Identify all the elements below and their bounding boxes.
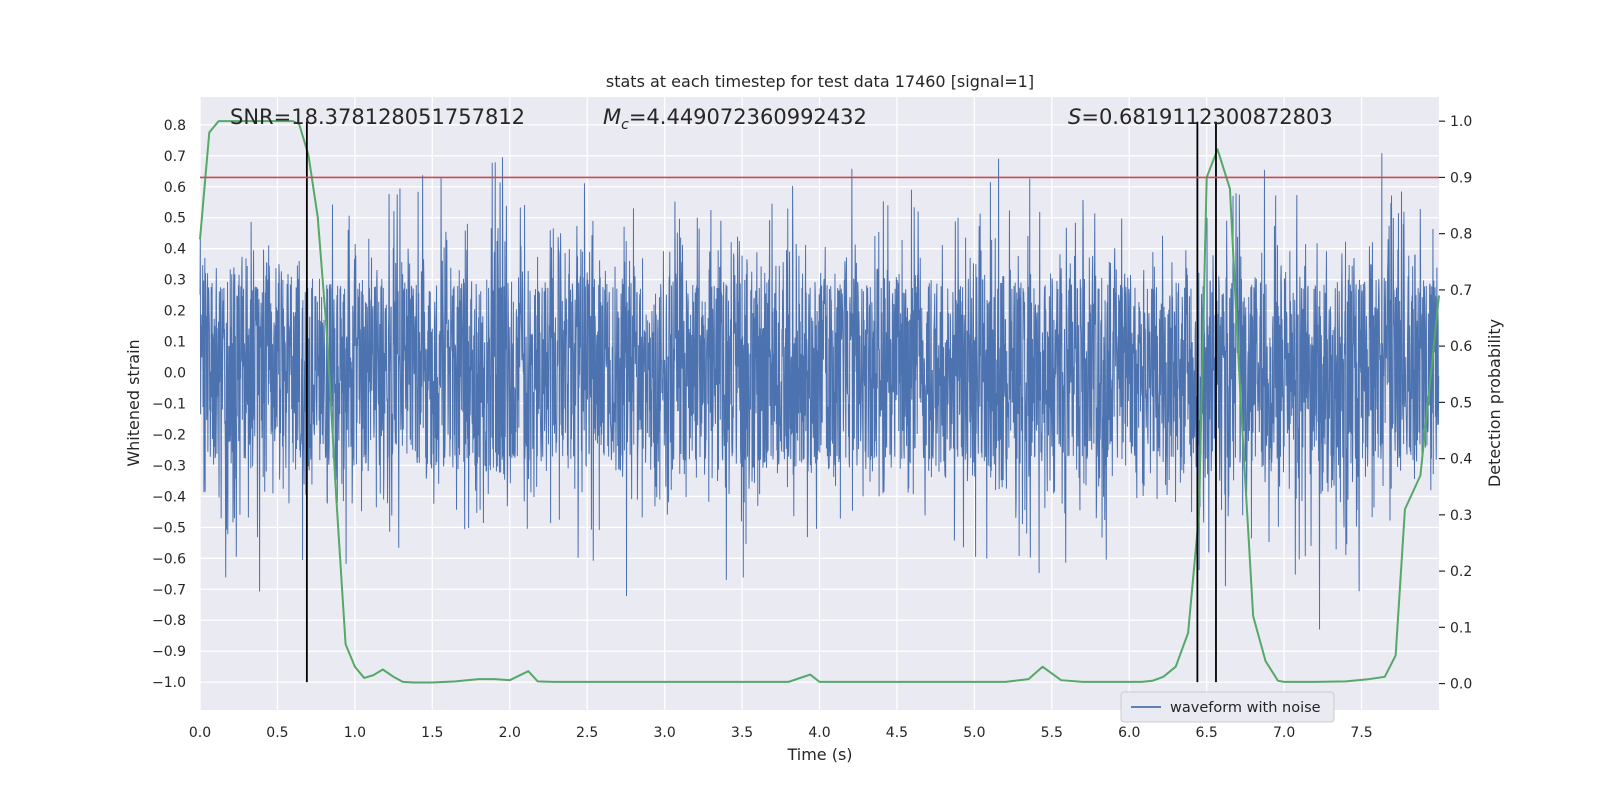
y-tick-label-10: −0.2 [152, 427, 186, 443]
x-axis-label: Time (s) [786, 745, 852, 764]
x-tick-label-0: 0.0 [189, 725, 211, 741]
y2-tick-label-1: 0.9 [1450, 170, 1472, 186]
statistic-symbol: S [1068, 105, 1081, 129]
chirp-mass-annotation: Mc=4.449072360992432 [603, 105, 867, 133]
y2-tick-label-4: 0.6 [1450, 339, 1472, 355]
y-axis-label: Whitened strain [124, 339, 143, 466]
x-tick-label-14: 7.0 [1273, 725, 1295, 741]
y-tick-label-6: 0.2 [164, 304, 186, 320]
x-axis-ticks: 0.0 0.5 1.0 1.5 2.0 2.5 3.0 3.5 4.0 4.5 5.0 5.5 6.0 6… [189, 725, 1373, 741]
x-tick-label-3: 1.5 [421, 725, 443, 741]
y-tick-label-9: −0.1 [152, 397, 186, 413]
probability-path [199, 120, 1440, 684]
chart-title: stats at each timestep for test data 174… [606, 72, 1034, 91]
x-tick-label-10: 5.0 [963, 725, 985, 741]
y-tick-label-14: −0.6 [152, 551, 186, 567]
x-tick-label-6: 3.0 [653, 725, 675, 741]
y-tick-label-1: 0.7 [164, 149, 186, 165]
y2-tick-label-8: 0.2 [1450, 564, 1472, 580]
x-tick-label-12: 6.0 [1118, 725, 1140, 741]
y-tick-label-0: 0.8 [164, 118, 186, 134]
y-tick-label-18: −1.0 [152, 675, 186, 691]
y-tick-label-4: 0.4 [164, 242, 186, 258]
waveform-path [199, 153, 1440, 630]
y-tick-label-15: −0.7 [152, 582, 186, 598]
y2-tick-label-0: 1.0 [1450, 114, 1472, 130]
y-tick-label-17: −0.9 [152, 644, 186, 660]
vertical-markers [305, 121, 1217, 683]
y2-tick-label-10: 0.0 [1450, 677, 1472, 693]
legend-box [1120, 691, 1335, 723]
y-tick-label-11: −0.3 [152, 458, 186, 474]
y2-tick-label-2: 0.8 [1450, 227, 1472, 243]
y2-tick-label-3: 0.7 [1450, 283, 1472, 299]
snr-annotation: SNR=18.378128051757812 [230, 105, 525, 129]
series-waveform-with-noise [199, 153, 1440, 630]
x-tick-label-7: 3.5 [731, 725, 753, 741]
y-tick-label-12: −0.4 [152, 489, 186, 505]
y2-tick-label-5: 0.5 [1450, 395, 1472, 411]
y2-tick-label-6: 0.4 [1450, 452, 1472, 468]
y-tick-label-13: −0.5 [152, 520, 186, 536]
series-detection-probability [199, 120, 1440, 684]
x-tick-label-11: 5.5 [1041, 725, 1063, 741]
y-tick-label-3: 0.5 [164, 211, 186, 227]
x-tick-label-9: 4.5 [886, 725, 908, 741]
x-tick-label-2: 1.0 [344, 725, 366, 741]
x-tick-label-4: 2.0 [499, 725, 521, 741]
x-tick-label-13: 6.5 [1196, 725, 1218, 741]
legend: waveform with noise [1120, 691, 1335, 723]
y2-tick-label-9: 0.1 [1450, 620, 1472, 636]
legend-label: waveform with noise [1170, 700, 1321, 716]
statistic-value: =0.6819112300872803 [1081, 105, 1332, 129]
y2-axis-ticks: 1.0 0.9 0.8 0.7 0.6 0.5 0.4 0.3 0.2 0.1 0.0 [1439, 114, 1472, 693]
chirp-mass-subscript: c [621, 117, 629, 133]
y-tick-label-5: 0.3 [164, 273, 186, 289]
y-tick-label-7: 0.1 [164, 335, 186, 351]
statistic-annotation: S=0.6819112300872803 [1068, 105, 1333, 129]
y-axis-ticks: 0.8 0.7 0.6 0.5 0.4 0.3 0.2 0.1 0.0 −0.1 −0.2 −0.3 −… [152, 118, 186, 691]
x-tick-label-8: 4.0 [808, 725, 830, 741]
x-tick-label-15: 7.5 [1350, 725, 1372, 741]
y2-tick-label-7: 0.3 [1450, 508, 1472, 524]
chirp-mass-value: =4.449072360992432 [629, 105, 867, 129]
y2-axis-label: Detection probability [1485, 319, 1504, 487]
x-tick-label-1: 0.5 [266, 725, 288, 741]
y-tick-label-2: 0.6 [164, 180, 186, 196]
x-tick-label-5: 2.5 [576, 725, 598, 741]
y-tick-label-16: −0.8 [152, 613, 186, 629]
chirp-mass-symbol: M [603, 105, 621, 129]
y-tick-label-8: 0.0 [164, 366, 186, 382]
